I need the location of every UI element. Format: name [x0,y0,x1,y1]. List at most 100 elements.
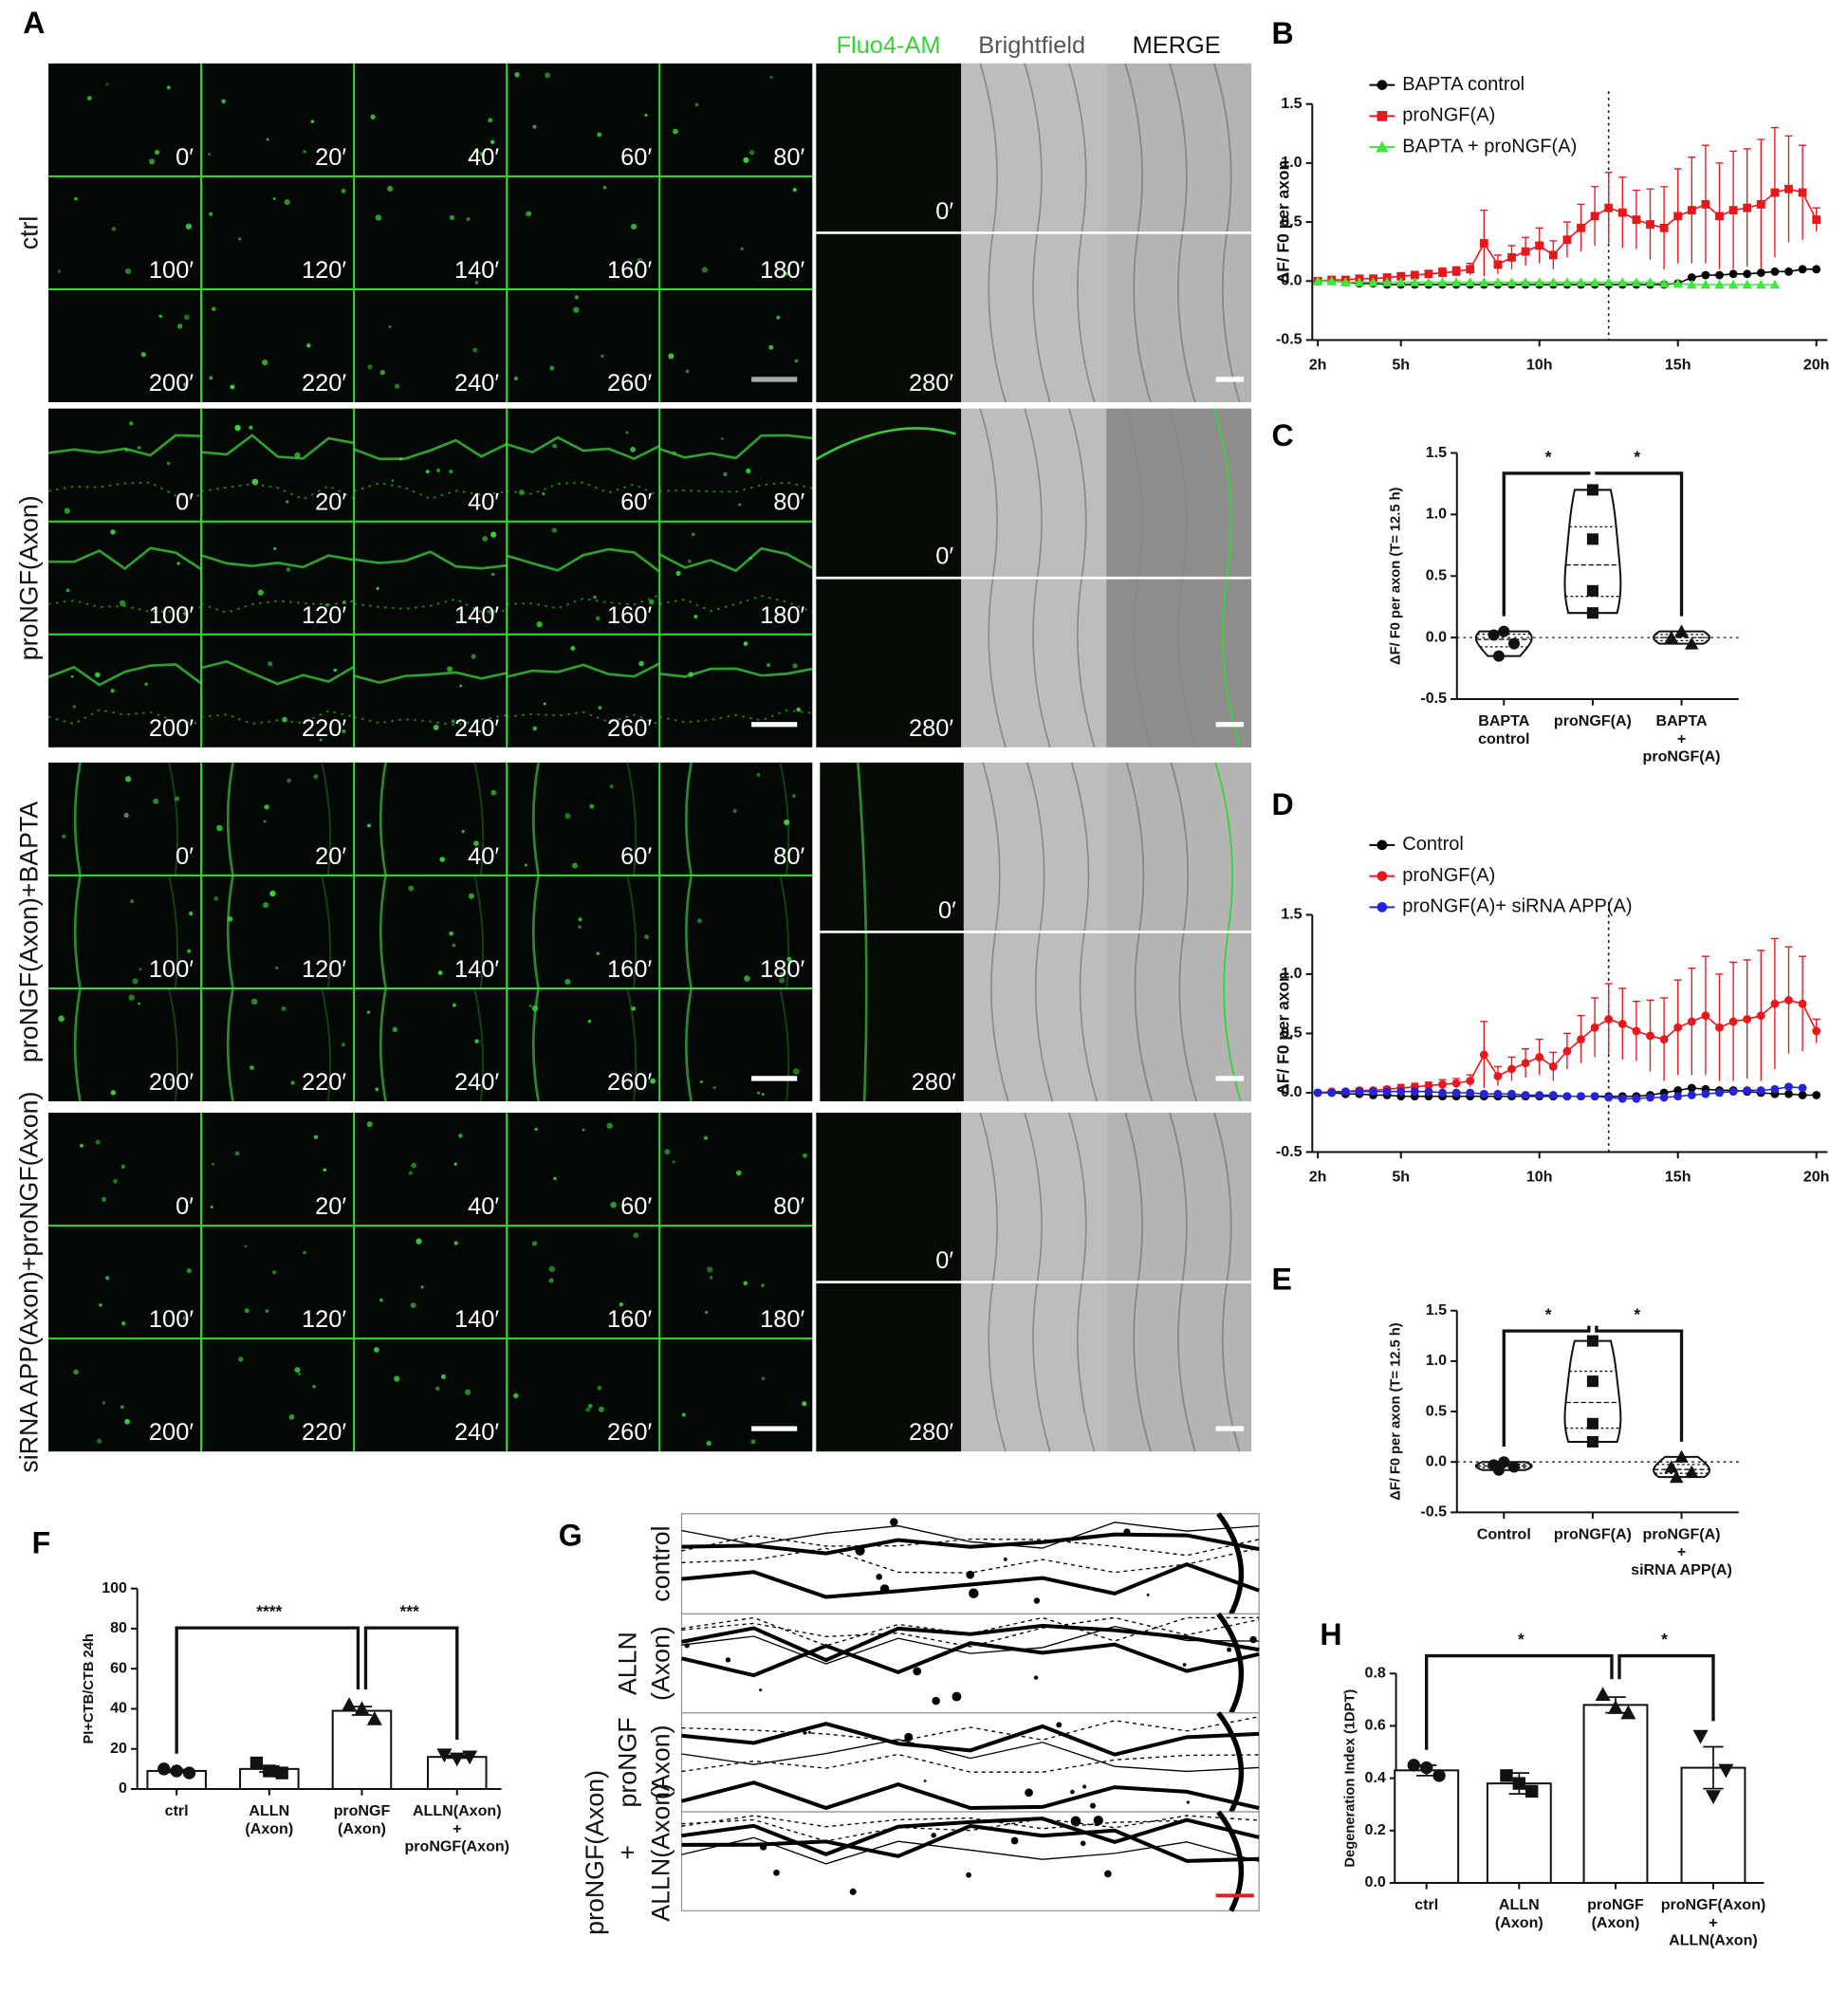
puncta [374,1347,379,1353]
puncta [102,1196,107,1203]
axon [779,875,790,989]
marker [1595,1687,1611,1702]
debris [913,1667,922,1676]
condition-label: control [647,1525,675,1601]
time-label: 220′ [302,370,346,397]
puncta [58,1015,65,1023]
time-label: 260′ [607,1069,652,1096]
puncta [74,196,78,201]
time-label: 180′ [760,257,804,284]
puncta [582,1128,585,1132]
puncta [743,641,748,646]
puncta [294,452,301,458]
puncta [411,1162,416,1169]
marker [1604,203,1614,212]
significance-label: **** [256,1602,282,1621]
marker [1812,215,1821,225]
puncta [182,1316,187,1321]
marker [1521,1091,1530,1099]
puncta [458,1134,463,1138]
puncta [701,267,709,273]
marker [1604,1015,1614,1024]
x-tick-label: 20h [1803,356,1830,373]
marker [1395,277,1407,286]
debris [759,1843,767,1851]
puncta [73,1369,79,1375]
marker [1355,1087,1364,1097]
puncta [105,1276,110,1281]
puncta [743,157,749,163]
time-label: 0′ [176,1193,194,1220]
puncta [548,1278,554,1283]
puncta [693,614,698,619]
x-tick-line: ALLN(Axon) [1669,1932,1758,1949]
puncta [137,446,141,450]
debris [876,1573,882,1580]
puncta [250,998,258,1005]
y-tick-label: 0.4 [1365,1769,1386,1786]
marker [1756,268,1765,277]
axon [626,762,638,876]
puncta [312,1385,316,1389]
panel-label: C [1271,418,1293,452]
axon [506,435,660,461]
puncta [738,503,742,507]
marker [1742,279,1752,289]
marker [1493,1089,1503,1098]
puncta [375,1087,379,1092]
x-tick-label: 5h [1392,356,1410,373]
puncta [342,599,347,605]
puncta [367,364,373,370]
puncta [488,609,495,616]
puncta [394,383,400,389]
puncta [534,1127,538,1132]
time-label: 240′ [454,1069,499,1096]
marker [1687,1083,1696,1093]
puncta [120,1320,126,1326]
marker [1770,1084,1780,1094]
puncta [696,918,702,924]
condition-label: proNGF [614,1717,642,1807]
condition-label: ALLN(Axon) [647,1783,675,1922]
marker [1590,1023,1599,1032]
axon-trace [681,1722,1260,1757]
x-tick-label: proNGF(Axon) + ALLN(Axon) [1661,1896,1766,1948]
marker [1673,1092,1683,1101]
puncta [531,1241,538,1246]
condition-label: ALLN [614,1632,642,1695]
debris [1146,1593,1150,1596]
marker [1770,999,1780,1008]
axon-trace [681,1641,1260,1678]
marker [1507,1089,1516,1098]
axon [226,875,234,989]
axon-trace [681,1535,1260,1557]
marker [1498,625,1510,637]
marker [1451,277,1462,286]
condition-label: proNGF(Axon) [581,1770,609,1935]
violin [1563,1339,1622,1443]
marker [1728,206,1738,215]
marker [1687,206,1696,215]
time-label: 100′ [149,1306,194,1333]
puncta [598,706,602,710]
marker [1562,1046,1572,1056]
puncta [439,857,446,862]
puncta [482,536,489,542]
time-label: 280′ [909,1419,953,1446]
puncta [531,1005,539,1012]
y-tick-label: 0.0 [1426,628,1447,645]
axon-trace [681,1836,1260,1865]
puncta [625,431,629,434]
marker [1674,1449,1689,1463]
puncta [545,72,551,79]
puncta [263,820,267,823]
axon [779,762,790,876]
puncta [366,1010,371,1015]
time-label: 100′ [149,956,194,983]
x-tick-line: proNGF(A) [1643,1526,1721,1543]
puncta [490,789,497,796]
puncta [234,1151,240,1156]
time-label: 140′ [454,1306,499,1333]
puncta [595,616,601,621]
axon [226,762,234,876]
